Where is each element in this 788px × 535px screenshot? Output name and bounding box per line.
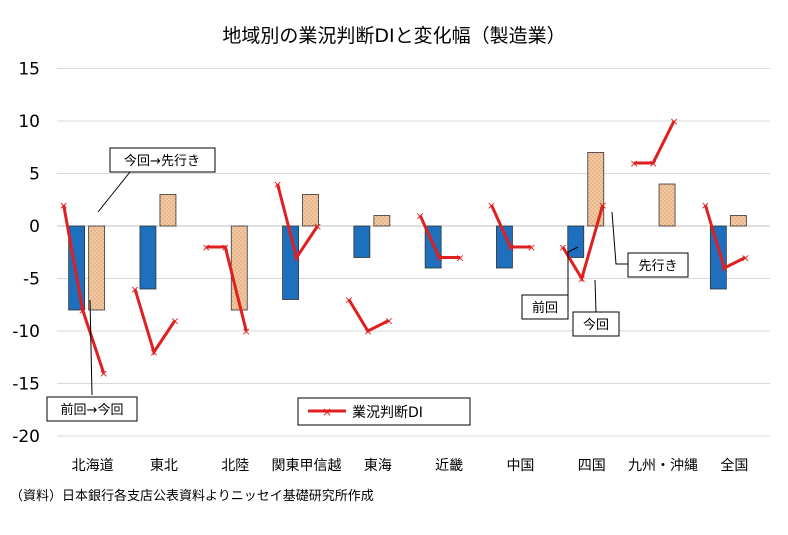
annotation-next-text: 先行き (638, 259, 677, 274)
di-point-marker: × (527, 241, 536, 254)
di-point-marker: × (344, 294, 353, 307)
x-category-label: 関東甲信越 (272, 458, 342, 474)
di-point-marker: × (720, 262, 729, 275)
di-line (703, 204, 747, 271)
di-point-marker: × (416, 210, 425, 223)
x-category-label: 全国 (720, 457, 748, 474)
di-point-marker: × (435, 252, 444, 265)
bar-series-1 (353, 225, 371, 258)
annotation-now: 今回 (572, 279, 620, 337)
annotation-next: 先行き (611, 211, 689, 278)
annotation-now-leader (594, 279, 597, 313)
di-point-marker: × (577, 273, 586, 286)
annotation-prev-box (521, 294, 569, 320)
di-point-marker: × (741, 252, 750, 265)
y-tick-label: -10 (12, 322, 40, 342)
legend: × 業況判断DI (297, 397, 471, 426)
x-category-label: 北陸 (221, 458, 249, 474)
di-point-marker: × (313, 220, 322, 233)
di-point-marker: × (202, 241, 211, 254)
y-tick-label: -20 (12, 427, 40, 447)
di-line (634, 120, 676, 165)
bar-series-2 (88, 225, 106, 311)
di-line (133, 288, 177, 356)
x-category-label: 東北 (150, 458, 178, 474)
di-line (206, 245, 248, 332)
y-tick-label: 0 (29, 217, 40, 237)
annotation-now-to-next-box (109, 147, 216, 173)
di-point-marker: × (648, 157, 657, 170)
di-point-marker: × (59, 199, 68, 212)
di-line-series: × × × × × × × × × × × × × × × × × × × × × × × × × × × × × × (59, 115, 750, 380)
annotation-prev-to-now-text: 前回→今回 (61, 402, 124, 418)
di-line (347, 298, 390, 333)
annotation-next-leader (611, 211, 628, 265)
gridlines (57, 68, 770, 437)
di-point-marker: × (363, 325, 372, 338)
annotation-prev-to-now: 前回→今回 (46, 299, 138, 422)
di-point-marker: × (598, 199, 607, 212)
x-category-label: 九州・沖縄 (628, 458, 698, 474)
x-category-label: 東海 (364, 458, 392, 474)
di-point-marker: × (701, 199, 710, 212)
di-point-marker: × (78, 304, 87, 317)
di-point-marker: × (99, 367, 108, 380)
source-note: （資料）日本銀行各支店公表資料よりニッセイ基礎研究所作成 (10, 488, 374, 504)
annotation-prev-text: 前回 (532, 300, 558, 316)
annotation-prev-to-now-leader (89, 299, 93, 396)
annotation-next-box (627, 252, 689, 278)
annotation-now-to-next-text: 今回→先行き (124, 153, 200, 169)
di-point-marker: × (273, 178, 282, 191)
annotation-prev: 前回 (521, 246, 579, 320)
di-point-marker: × (629, 157, 638, 170)
di-point-marker: × (506, 241, 515, 254)
y-tick-label: 10 (18, 112, 40, 132)
bar-series (68, 152, 747, 311)
di-line (276, 183, 319, 262)
legend-label: 業況判断DI (352, 405, 423, 421)
di-point-marker: × (130, 283, 139, 296)
di-point-marker: × (149, 346, 158, 359)
annotation-now-text: 今回 (583, 317, 609, 333)
di-line (62, 204, 106, 374)
x-category-label: 北海道 (72, 458, 114, 474)
di-point-marker: × (487, 199, 496, 212)
y-tick-label: 15 (18, 60, 40, 80)
y-axis-ticks: 15 10 5 0 -5 -10 -15 -20 (12, 60, 40, 448)
annotation-prev-leader (567, 246, 579, 300)
di-point-marker: × (456, 252, 465, 265)
bar-series-1 (567, 225, 585, 258)
di-point-marker: × (384, 315, 393, 328)
bar-series-1 (709, 225, 727, 290)
annotation-now-to-next: 今回→先行き (97, 147, 216, 213)
bar-series-2 (373, 215, 391, 227)
bar-series-2 (302, 194, 319, 227)
bar-series-2 (159, 194, 177, 227)
annotation-now-box (572, 311, 620, 337)
di-point-marker: × (242, 325, 251, 338)
bar-series-1 (139, 225, 157, 290)
di-point-marker: × (292, 252, 301, 265)
annotation-now-to-next-leader (97, 171, 131, 213)
x-axis-categories: 北海道 東北 北陸 関東甲信越 東海 近畿 中国 四国 九州・沖縄 全国 (72, 457, 749, 474)
y-tick-label: -5 (23, 270, 40, 290)
di-line (561, 204, 605, 283)
di-point-marker: × (221, 241, 230, 254)
y-tick-label: -15 (12, 375, 40, 395)
bar-series-2 (658, 183, 676, 227)
legend-marker: × (322, 405, 332, 419)
di-line (490, 204, 532, 249)
chart-title: 地域別の業況判断DIと変化幅（製造業） (222, 25, 565, 47)
di-point-marker: × (170, 315, 179, 328)
di-line (418, 214, 461, 259)
annotation-prev-to-now-box (46, 396, 138, 422)
x-category-label: 近畿 (435, 458, 463, 474)
x-category-label: 中国 (506, 458, 534, 474)
bar-series-2 (729, 215, 747, 227)
di-point-marker: × (558, 241, 567, 254)
di-point-marker: × (669, 115, 678, 128)
x-category-label: 四国 (578, 458, 606, 474)
y-tick-label: 5 (29, 165, 40, 185)
